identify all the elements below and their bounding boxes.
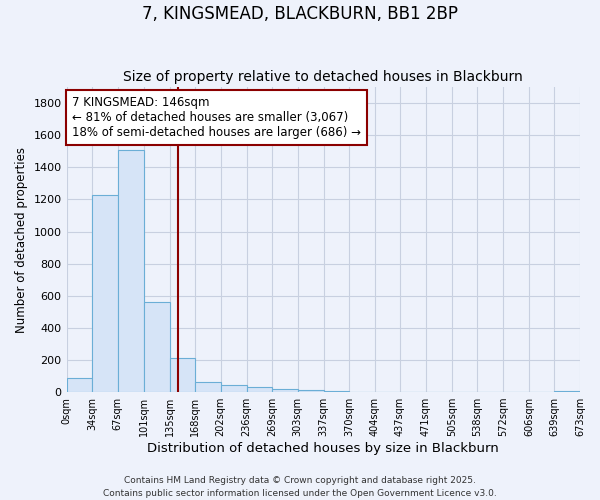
Bar	[170, 358, 195, 392]
X-axis label: Distribution of detached houses by size in Blackburn: Distribution of detached houses by size …	[148, 442, 499, 455]
Text: 7, KINGSMEAD, BLACKBURN, BB1 2BP: 7, KINGSMEAD, BLACKBURN, BB1 2BP	[142, 5, 458, 23]
Bar	[247, 388, 272, 392]
Y-axis label: Number of detached properties: Number of detached properties	[15, 146, 28, 332]
Bar	[92, 194, 118, 392]
Bar	[143, 302, 170, 392]
Title: Size of property relative to detached houses in Blackburn: Size of property relative to detached ho…	[124, 70, 523, 85]
Text: 7 KINGSMEAD: 146sqm
← 81% of detached houses are smaller (3,067)
18% of semi-det: 7 KINGSMEAD: 146sqm ← 81% of detached ho…	[71, 96, 361, 139]
Bar	[221, 385, 247, 392]
Text: Contains HM Land Registry data © Crown copyright and database right 2025.
Contai: Contains HM Land Registry data © Crown c…	[103, 476, 497, 498]
Bar	[272, 389, 298, 392]
Bar	[118, 150, 143, 392]
Bar	[67, 378, 92, 392]
Bar	[298, 390, 323, 392]
Bar	[195, 382, 221, 392]
